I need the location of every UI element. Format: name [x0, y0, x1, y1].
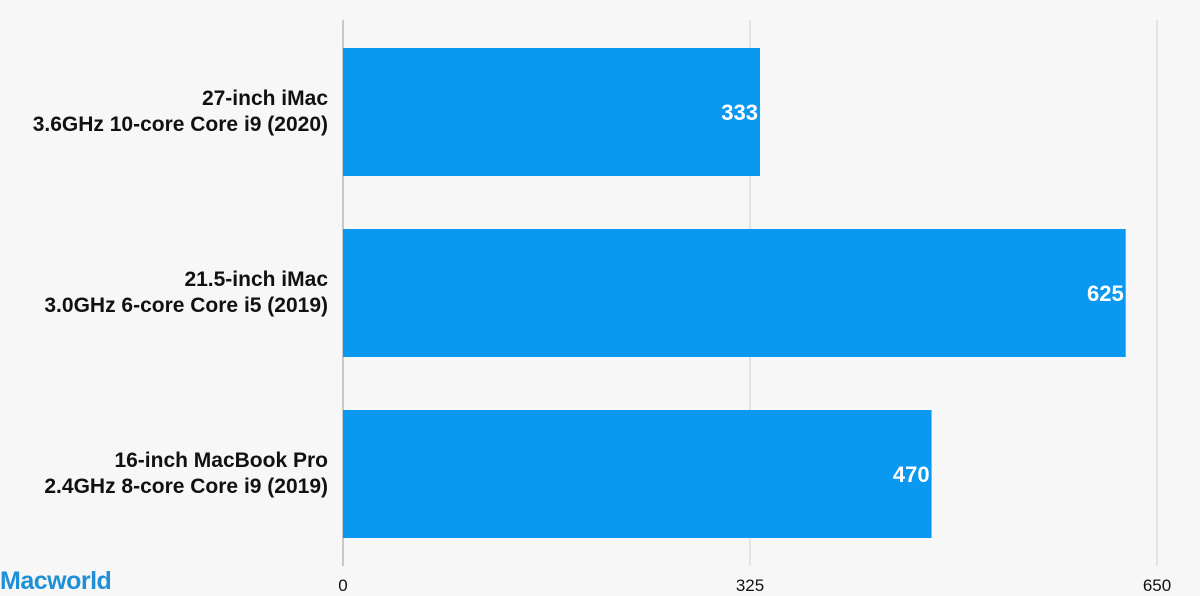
bar [343, 48, 761, 176]
bar-value-label: 470 [893, 462, 930, 487]
category-label: 16-inch MacBook Pro 2.4GHz 8-core Core i9… [0, 448, 328, 500]
x-tick-label: 650 [1143, 576, 1171, 595]
macworld-logo: Macworld [0, 567, 112, 595]
category-label-line: 3.0GHz 6-core Core i5 (2019) [44, 294, 328, 317]
x-tick-label: 0 [338, 576, 347, 595]
x-tick-label: 325 [736, 576, 764, 595]
category-label-line: 3.6GHz 10-core Core i9 (2020) [32, 113, 328, 136]
bar [343, 410, 932, 538]
category-label: 27-inch iMac 3.6GHz 10-core Core i9 (2020… [0, 86, 328, 138]
bar-value-label: 333 [721, 100, 758, 125]
bar [343, 229, 1126, 357]
category-label-line: 27-inch iMac [201, 87, 328, 110]
category-label-line: 2.4GHz 8-core Core i9 (2019) [44, 475, 328, 498]
category-label: 21.5-inch iMac 3.0GHz 6-core Core i5 (201… [0, 267, 328, 319]
bar-value-label: 625 [1087, 281, 1124, 306]
category-label-line: 21.5-inch iMac [184, 268, 328, 291]
category-label-line: 16-inch MacBook Pro [114, 449, 328, 472]
